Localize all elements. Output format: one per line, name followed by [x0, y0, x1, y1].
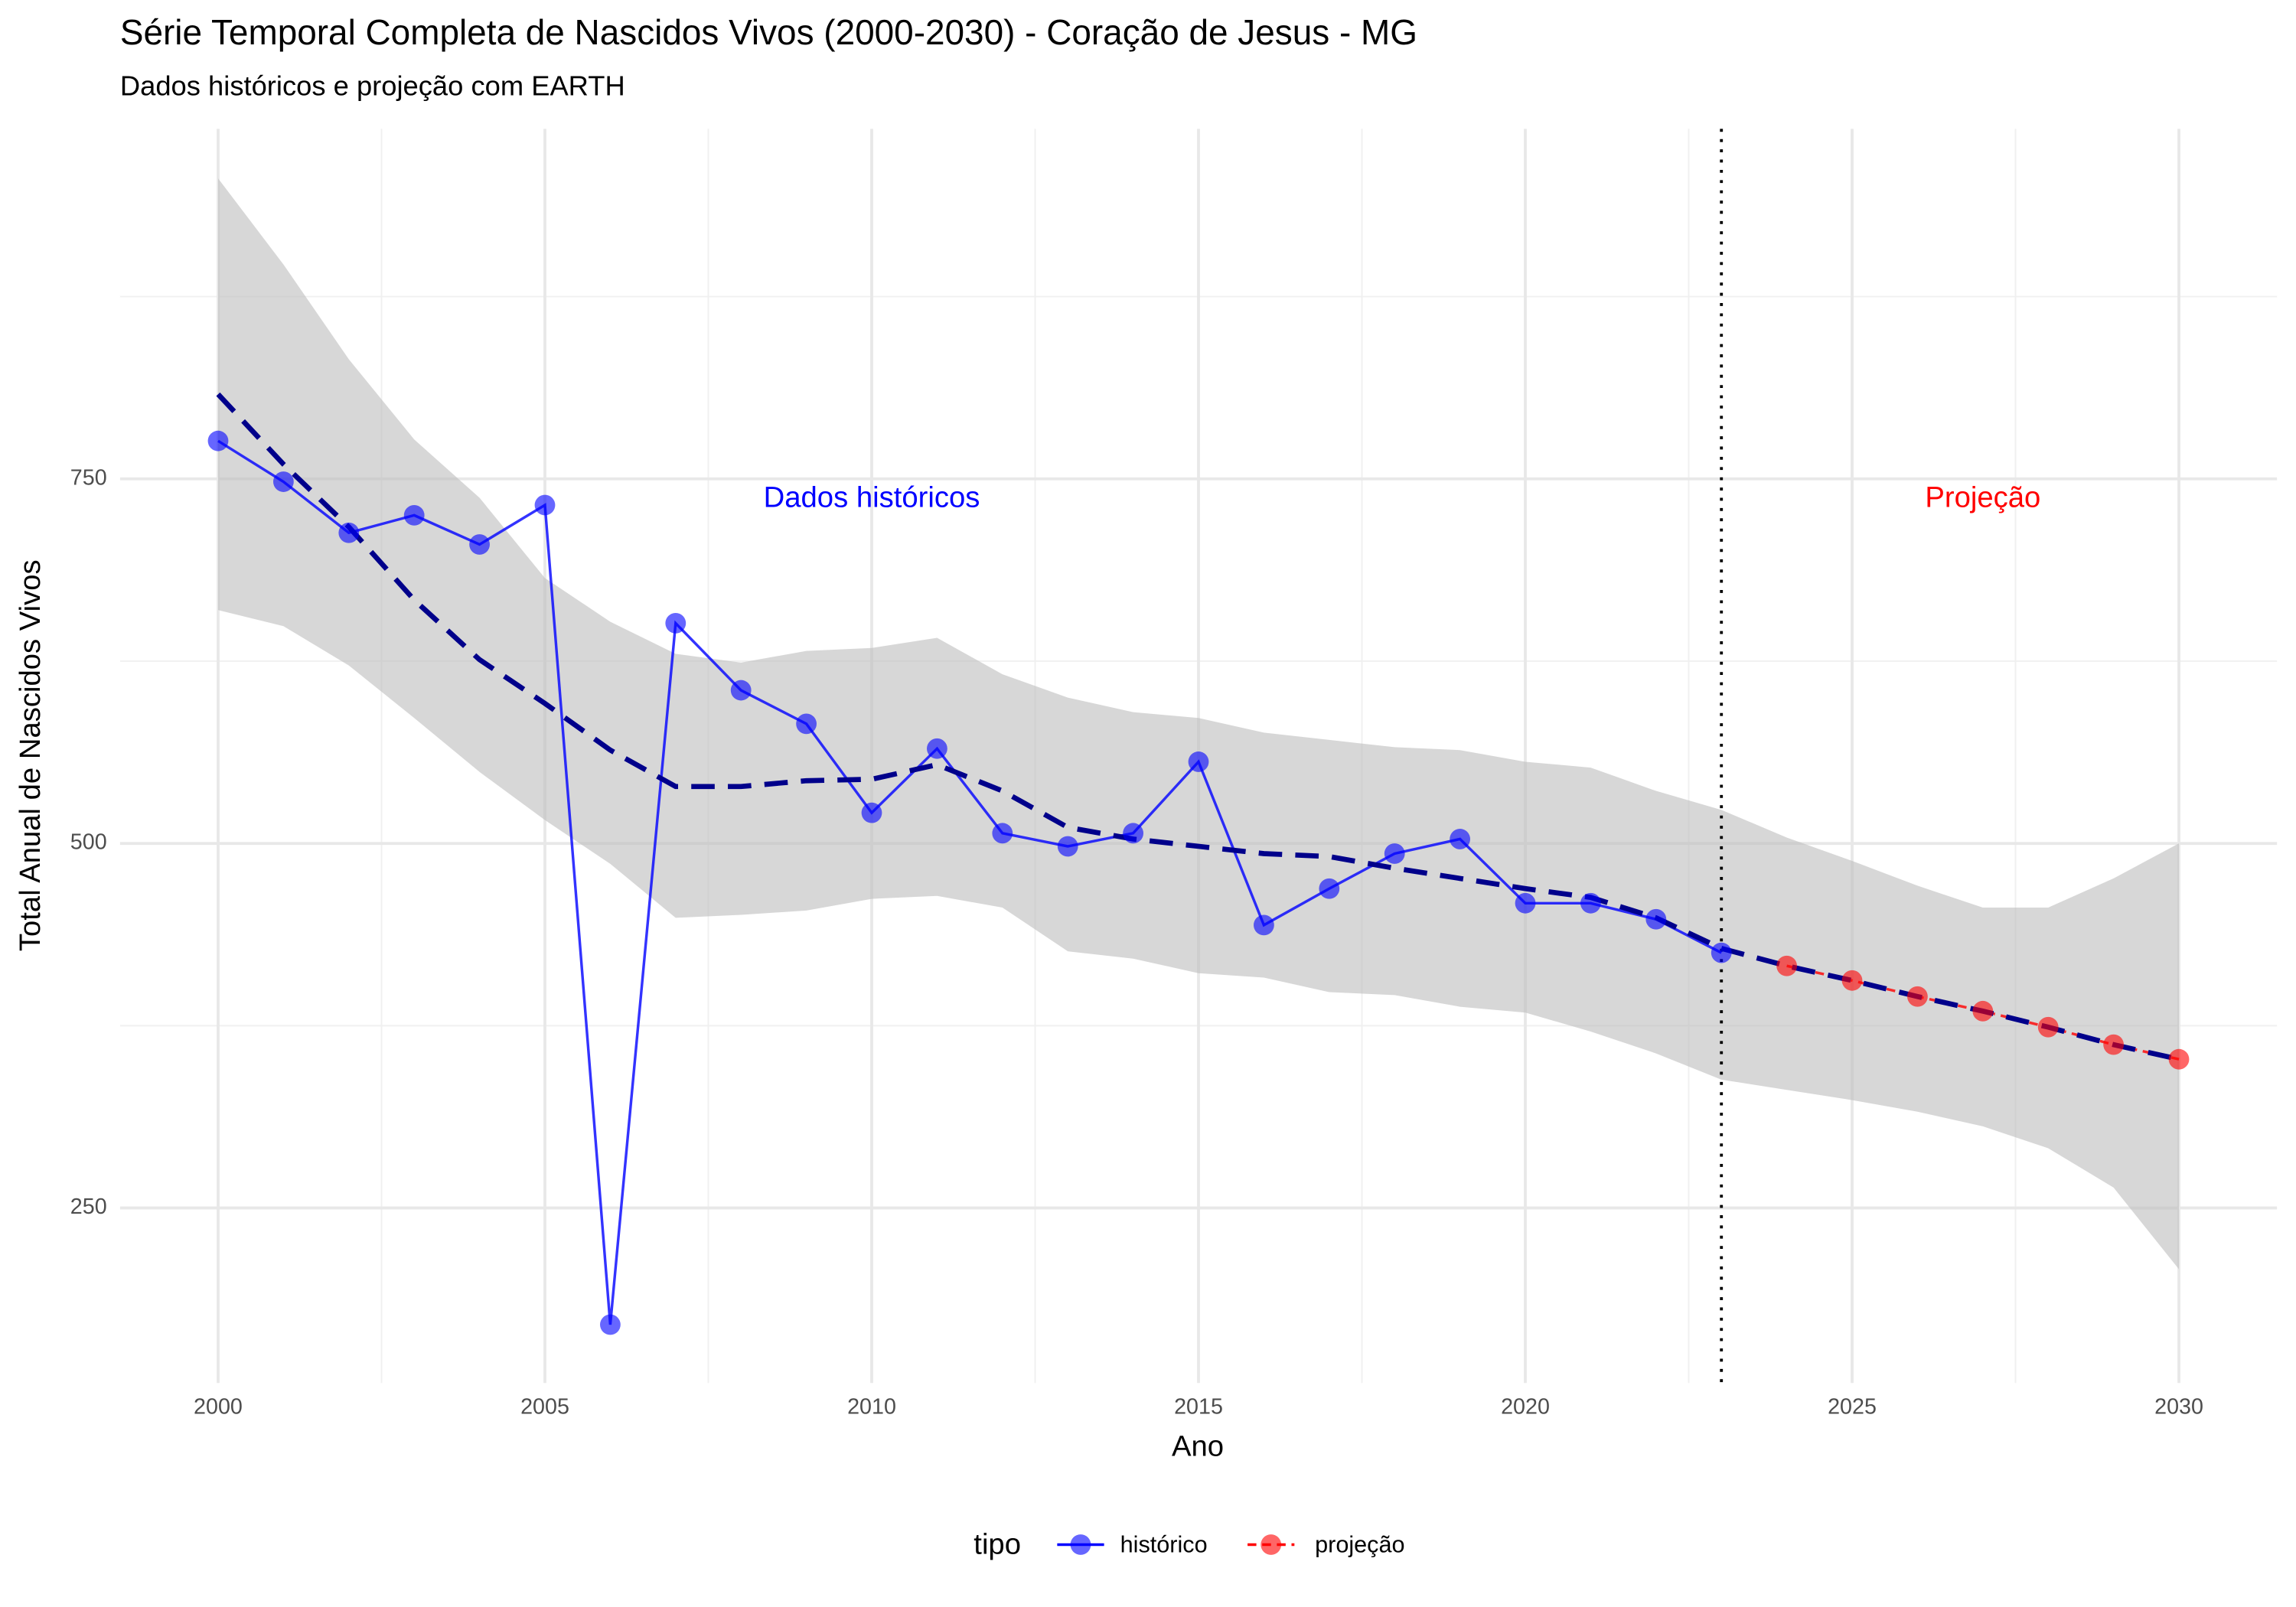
x-tick-label: 2000: [194, 1394, 243, 1419]
data-point: [207, 430, 229, 451]
data-point: [1057, 836, 1078, 857]
data-point: [2103, 1034, 2125, 1055]
data-point: [1188, 751, 1209, 772]
data-point: [272, 471, 294, 492]
data-point: [338, 522, 360, 543]
x-tick-label: 2015: [1174, 1394, 1223, 1419]
data-point: [1972, 1000, 1994, 1022]
data-point: [927, 738, 947, 759]
y-tick-label: 750: [70, 465, 107, 490]
data-point: [1123, 823, 1143, 844]
data-point: [403, 504, 425, 526]
y-tick-label: 500: [70, 830, 107, 855]
x-tick-label: 2005: [520, 1394, 569, 1419]
series-line: [217, 439, 1723, 1325]
chart-subtitle: Dados históricos e projeção com EARTH: [120, 70, 625, 101]
confidence-band: [217, 178, 2180, 1270]
data-point: [665, 613, 687, 634]
data-point: [1645, 908, 1667, 930]
data-point: [1450, 829, 1471, 849]
y-axis-label: Total Anual de Nascidos Vivos: [14, 559, 47, 951]
data-point: [2037, 1016, 2059, 1038]
x-axis-label: Ano: [1172, 1429, 1224, 1462]
data-point: [469, 534, 490, 555]
annotation: Dados históricos: [764, 481, 980, 514]
data-point: [1841, 970, 1863, 991]
data-point: [730, 680, 752, 701]
annotation: Projeção: [1925, 481, 2040, 514]
data-point: [534, 494, 556, 516]
x-tick-label: 2010: [847, 1394, 896, 1419]
data-point: [861, 802, 882, 823]
x-tick-label: 2020: [1501, 1394, 1550, 1419]
legend-label: histórico: [1120, 1532, 1208, 1558]
data-point: [2168, 1048, 2190, 1070]
y-tick-label: 250: [70, 1195, 107, 1219]
data-point: [1515, 892, 1536, 914]
data-point: [1319, 878, 1340, 899]
legend-title: tipo: [974, 1528, 1021, 1561]
data-point: [1384, 843, 1405, 864]
chart-title: Série Temporal Completa de Nascidos Vivo…: [120, 12, 1417, 52]
data-point: [796, 713, 817, 735]
data-point: [600, 1314, 621, 1335]
trend-line: [216, 392, 2180, 1062]
x-tick-label: 2030: [2154, 1394, 2203, 1419]
data-point: [1711, 942, 1732, 963]
data-point: [992, 823, 1013, 844]
data-point: [1580, 892, 1601, 914]
x-tick-label: 2025: [1828, 1394, 1877, 1419]
data-point: [1907, 986, 1928, 1007]
data-point: [1776, 955, 1798, 976]
data-point: [1254, 914, 1274, 936]
legend-key-point: [1070, 1534, 1091, 1555]
legend-label: projeção: [1315, 1532, 1404, 1558]
legend-key-point: [1261, 1534, 1282, 1555]
